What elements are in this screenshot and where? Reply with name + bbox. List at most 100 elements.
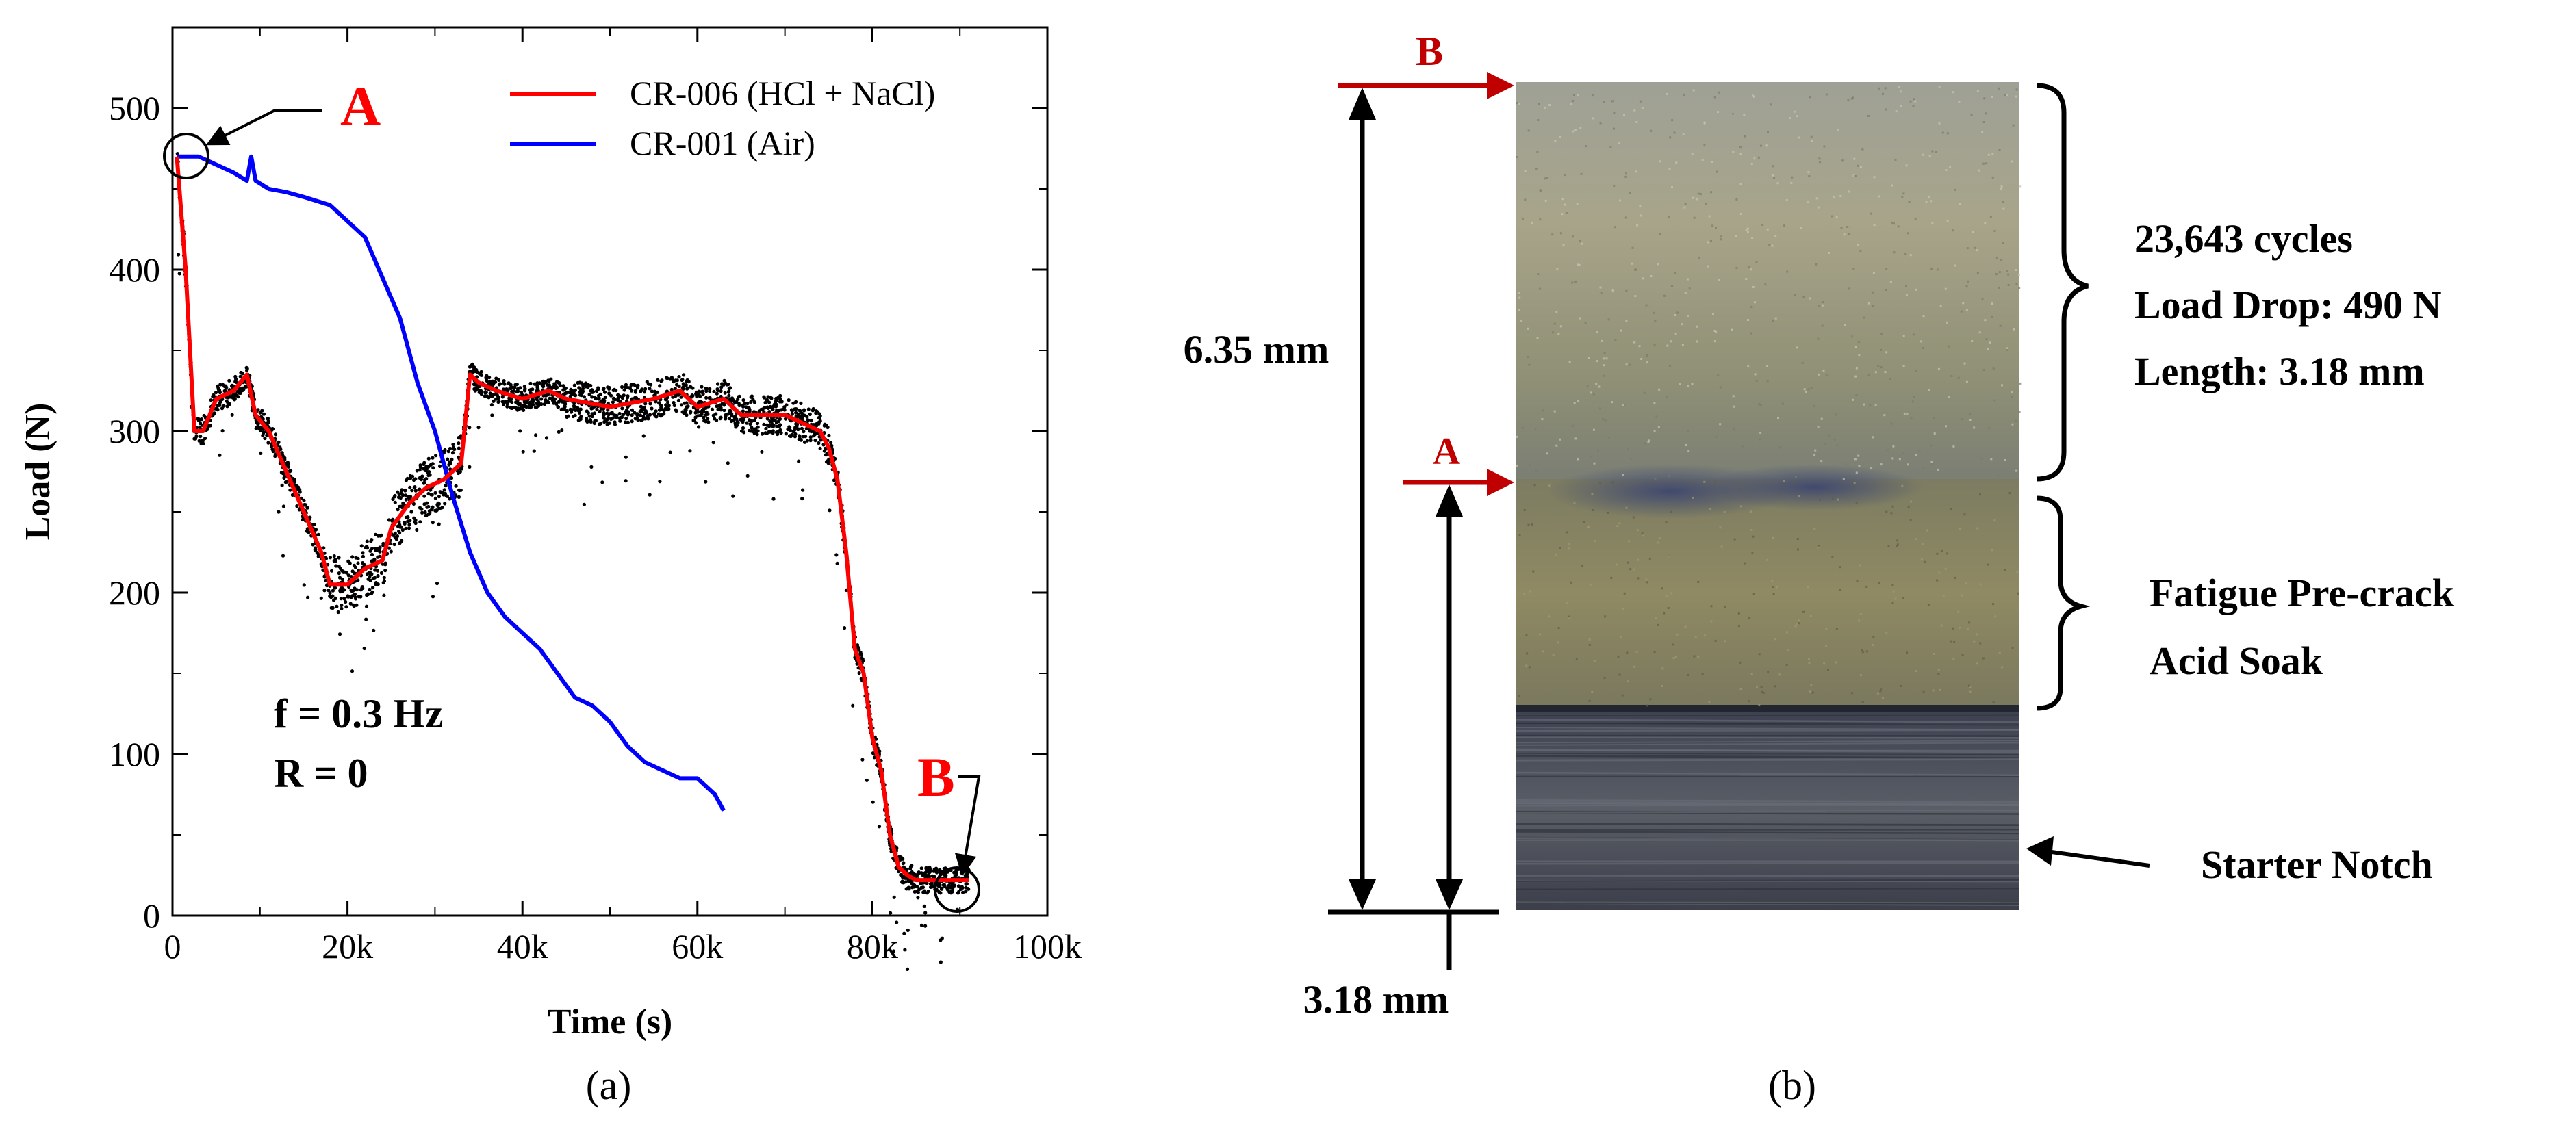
raw-sample-dot [620,415,624,419]
raw-sample-dot [333,559,337,564]
raw-sample-dot [436,504,440,508]
starter-notch-label: Starter Notch [2201,842,2433,887]
surface-speckle [1872,305,1874,307]
raw-sample-dot [784,432,788,436]
surface-speckle [1878,582,1880,584]
raw-sample-dot [398,531,402,535]
surface-speckle [1885,351,1888,354]
surface-speckle [1985,162,1988,165]
surface-speckle [1739,183,1742,185]
raw-sample-dot [763,400,767,404]
raw-sample-dot [791,401,795,405]
raw-sample-dot [308,515,312,519]
surface-speckle [1535,167,1538,170]
surface-speckle [1646,581,1648,584]
surface-speckle [1618,673,1621,676]
surface-speckle [1759,144,1762,147]
raw-sample-dot [599,422,603,426]
surface-speckle [1640,214,1642,217]
raw-sample-dot [685,378,689,383]
raw-sample-dot [641,417,646,421]
raw-sample-dot [633,390,638,394]
surface-speckle [1692,89,1695,92]
raw-sample-dot [769,396,774,400]
y-axis-label: Load (N) [18,403,58,541]
raw-sample-dot [592,411,597,415]
surface-speckle [1963,362,1966,365]
surface-speckle [2010,160,2013,163]
surface-speckle [1982,369,1985,372]
surface-speckle [1653,651,1656,654]
surface-speckle [1586,385,1589,388]
surface-speckle [1961,594,1963,597]
raw-sample-dot [201,439,205,443]
surface-speckle [1904,253,1907,255]
surface-speckle [1801,361,1804,364]
surface-speckle [1527,327,1529,330]
raw-sample-dot [741,404,745,409]
surface-speckle [1653,311,1655,314]
surface-speckle [1670,510,1672,513]
raw-sample-dot [450,476,454,480]
surface-speckle [1839,566,1841,569]
surface-speckle [1607,512,1609,514]
surface-speckle [1708,701,1711,703]
surface-speckle [1855,501,1858,504]
surface-speckle [1648,439,1650,442]
surface-speckle [1703,121,1706,124]
raw-sample-dot [949,885,953,889]
surface-speckle [1754,373,1757,376]
surface-speckle [1945,169,1948,172]
surface-speckle [1521,426,1524,429]
surface-speckle [1874,404,1877,406]
raw-sample-dot [346,573,350,578]
raw-sample-dot [789,408,793,412]
surface-speckle [1536,337,1539,339]
raw-sample-dot [941,883,945,887]
raw-sample-dot [422,462,426,467]
surface-speckle [1577,263,1579,266]
surface-speckle [1534,428,1537,430]
surface-speckle [1732,151,1735,153]
raw-sample-dot [403,521,407,525]
surface-speckle [1679,383,1681,385]
surface-speckle [1846,226,1849,228]
surface-speckle [1559,325,1562,328]
surface-speckle [1837,128,1839,131]
surface-speckle [1900,685,1902,687]
raw-sample-dot [230,413,234,417]
raw-sample-dot [395,534,400,539]
surface-speckle [1758,403,1761,406]
surface-speckle [1855,471,1858,474]
raw-sample-dot [399,540,403,544]
surface-speckle [1670,592,1673,595]
raw-sample-dot [507,381,511,385]
surface-speckle [1767,131,1769,133]
surface-speckle [1559,547,1561,549]
surface-speckle [1672,643,1674,646]
surface-speckle [1701,673,1704,675]
surface-speckle [2000,188,2002,190]
raw-sample-dot [654,390,658,394]
raw-sample-dot [440,506,444,510]
surface-speckle [1591,493,1594,495]
surface-speckle [1976,662,1979,665]
surface-speckle [1912,105,1915,107]
surface-speckle [1546,452,1548,455]
raw-sample-dot [754,430,758,435]
surface-speckle [1646,354,1648,357]
raw-sample-dot [940,886,944,890]
surface-speckle [1995,273,1998,276]
surface-speckle [1918,450,1921,452]
surface-speckle [1655,617,1657,619]
surface-speckle [1959,203,1961,205]
raw-sample-dot [672,403,676,408]
raw-sample-dot [919,923,924,927]
raw-sample-dot [512,389,516,393]
raw-sample-dot [832,478,837,482]
raw-sample-dot [590,395,594,399]
raw-sample-dot [350,669,355,673]
surface-speckle [1657,263,1659,266]
surface-speckle [1970,114,1973,116]
raw-sample-dot [273,432,278,437]
